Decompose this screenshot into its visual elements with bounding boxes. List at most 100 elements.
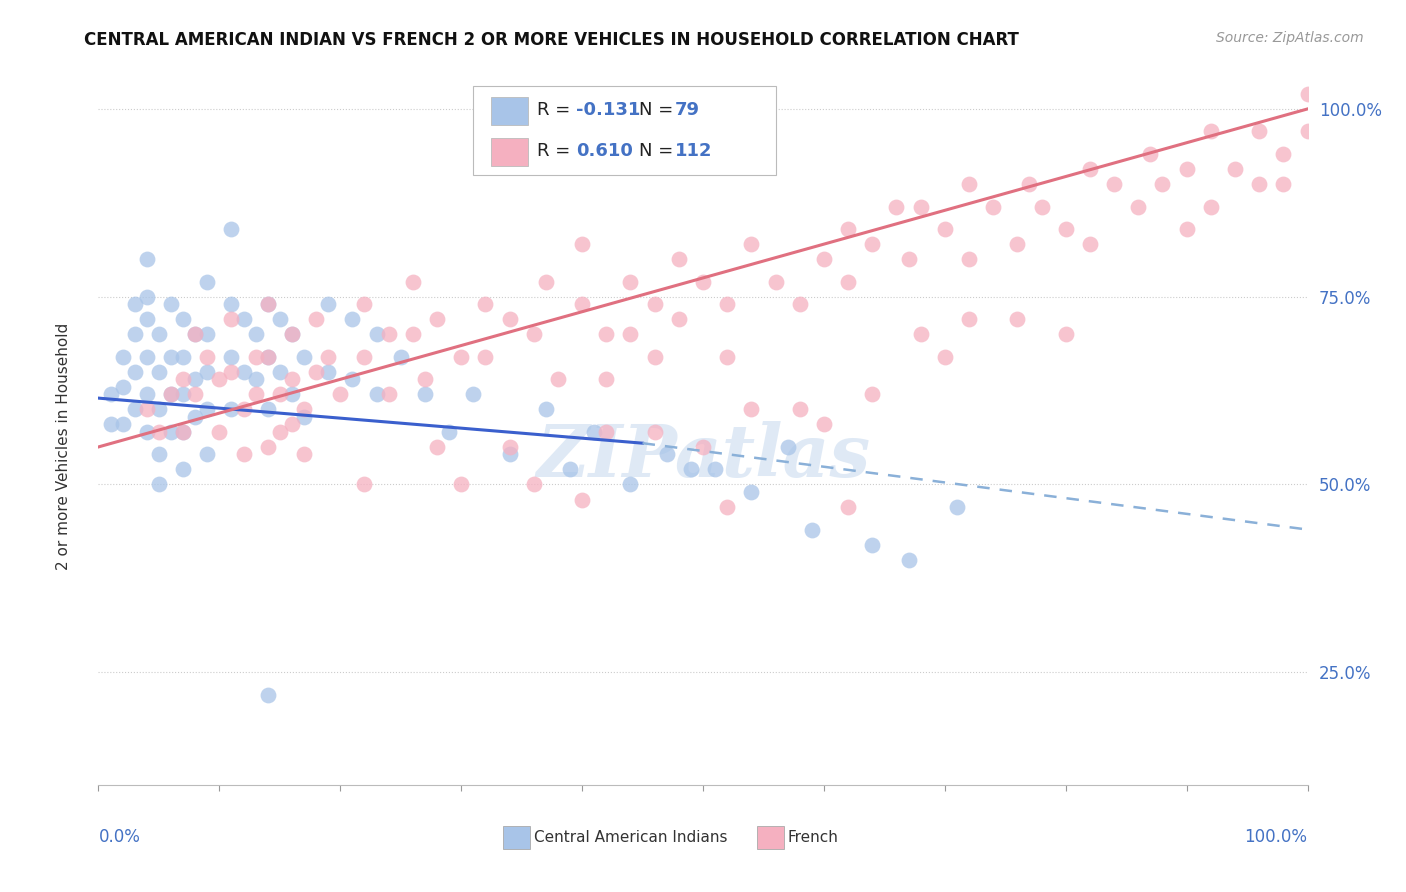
Point bbox=[740, 402, 762, 417]
Text: 100.0%: 100.0% bbox=[1244, 828, 1308, 846]
Text: 0.0%: 0.0% bbox=[98, 828, 141, 846]
Point bbox=[353, 350, 375, 364]
Point bbox=[305, 312, 328, 326]
Point bbox=[426, 312, 449, 326]
Point bbox=[184, 387, 207, 401]
Point bbox=[195, 350, 218, 364]
Point bbox=[934, 222, 956, 236]
Point bbox=[1175, 222, 1198, 236]
Point bbox=[195, 447, 218, 461]
Point bbox=[571, 297, 593, 311]
Point bbox=[316, 365, 339, 379]
Point bbox=[305, 365, 328, 379]
Point bbox=[595, 425, 617, 439]
Point bbox=[1152, 177, 1174, 191]
FancyBboxPatch shape bbox=[503, 826, 530, 849]
Point bbox=[292, 350, 315, 364]
Point bbox=[245, 350, 267, 364]
Point bbox=[172, 425, 194, 439]
Point bbox=[329, 387, 352, 401]
Point bbox=[1223, 161, 1246, 176]
Point bbox=[934, 350, 956, 364]
Point bbox=[1007, 312, 1029, 326]
Point bbox=[292, 447, 315, 461]
Point bbox=[148, 327, 170, 342]
Point bbox=[789, 297, 811, 311]
FancyBboxPatch shape bbox=[492, 138, 527, 167]
Point bbox=[148, 425, 170, 439]
Point bbox=[256, 402, 278, 417]
Point bbox=[172, 350, 194, 364]
Point bbox=[413, 387, 436, 401]
Point bbox=[232, 447, 254, 461]
Point bbox=[957, 252, 980, 267]
Point bbox=[269, 387, 291, 401]
Point bbox=[208, 425, 231, 439]
Point bbox=[195, 275, 218, 289]
Point bbox=[571, 492, 593, 507]
Text: 79: 79 bbox=[675, 101, 700, 119]
Point bbox=[281, 372, 304, 386]
Point bbox=[100, 417, 122, 432]
Point bbox=[910, 327, 932, 342]
Point bbox=[221, 365, 243, 379]
Point bbox=[256, 350, 278, 364]
Point bbox=[668, 252, 690, 267]
FancyBboxPatch shape bbox=[492, 97, 527, 126]
Point bbox=[716, 297, 738, 311]
Text: -0.131: -0.131 bbox=[576, 101, 640, 119]
Point bbox=[1007, 237, 1029, 252]
Point bbox=[256, 440, 278, 454]
Point bbox=[981, 200, 1004, 214]
Point bbox=[716, 350, 738, 364]
Point bbox=[148, 447, 170, 461]
Point bbox=[292, 409, 315, 424]
Text: R =: R = bbox=[537, 142, 576, 160]
Point bbox=[342, 372, 364, 386]
Point bbox=[523, 477, 546, 491]
Point bbox=[523, 327, 546, 342]
Point bbox=[789, 402, 811, 417]
Point bbox=[437, 425, 460, 439]
Point bbox=[256, 297, 278, 311]
Point bbox=[184, 372, 207, 386]
Point bbox=[644, 297, 666, 311]
Point bbox=[377, 327, 399, 342]
Point bbox=[740, 237, 762, 252]
Point bbox=[172, 387, 194, 401]
Point bbox=[474, 350, 496, 364]
Point bbox=[1199, 200, 1222, 214]
Point bbox=[269, 365, 291, 379]
Text: ZIPatlas: ZIPatlas bbox=[536, 421, 870, 492]
Text: 112: 112 bbox=[675, 142, 713, 160]
Point bbox=[946, 500, 969, 514]
Point bbox=[860, 538, 883, 552]
Point bbox=[148, 365, 170, 379]
Point bbox=[135, 290, 157, 304]
Point bbox=[1128, 200, 1150, 214]
Point bbox=[498, 312, 520, 326]
Point bbox=[232, 365, 254, 379]
Point bbox=[498, 447, 520, 461]
Point bbox=[644, 350, 666, 364]
Point bbox=[450, 350, 472, 364]
Point bbox=[160, 350, 183, 364]
Point bbox=[450, 477, 472, 491]
Point bbox=[837, 275, 859, 289]
Point bbox=[342, 312, 364, 326]
Point bbox=[281, 327, 304, 342]
Point bbox=[860, 387, 883, 401]
Point bbox=[221, 350, 243, 364]
FancyBboxPatch shape bbox=[758, 826, 785, 849]
Point bbox=[232, 312, 254, 326]
Point bbox=[1031, 200, 1053, 214]
Point bbox=[281, 387, 304, 401]
Point bbox=[184, 327, 207, 342]
Point bbox=[619, 477, 641, 491]
Point bbox=[1078, 237, 1101, 252]
Point bbox=[619, 275, 641, 289]
Point bbox=[679, 462, 702, 476]
Point bbox=[474, 297, 496, 311]
Point bbox=[776, 440, 799, 454]
Point bbox=[1054, 327, 1077, 342]
